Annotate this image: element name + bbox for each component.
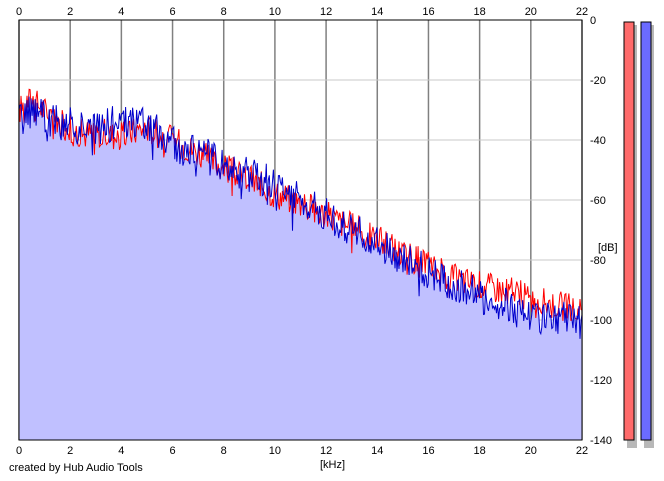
left-channel-meter <box>623 21 635 441</box>
x-tick-label-top: 0 <box>16 6 22 18</box>
y-tick-label: -40 <box>590 135 606 147</box>
credit-text: created by Hub Audio Tools <box>9 462 143 474</box>
right-channel-meter <box>640 21 652 441</box>
x-tick-label-bottom: 4 <box>118 445 124 457</box>
x-tick-label-top: 6 <box>169 6 175 18</box>
y-tick-label: 0 <box>590 15 596 27</box>
y-axis-label: [dB] <box>598 242 618 254</box>
y-tick-label: -20 <box>590 75 606 87</box>
x-tick-label-top: 8 <box>221 6 227 18</box>
spectrum-fill <box>19 96 582 440</box>
x-tick-label-bottom: 10 <box>269 445 281 457</box>
x-tick-labels-bottom: 0 2 4 6 8 10 12 14 16 18 20 22 <box>16 445 588 457</box>
x-tick-label-top: 4 <box>118 6 124 18</box>
x-tick-label-bottom: 14 <box>371 445 383 457</box>
y-tick-label: -100 <box>590 315 612 327</box>
x-tick-label-top: 2 <box>67 6 73 18</box>
series-lines <box>18 88 583 339</box>
x-tick-label-bottom: 2 <box>67 445 73 457</box>
x-tick-label-bottom: 18 <box>474 445 486 457</box>
x-tick-label-top: 16 <box>422 6 434 18</box>
y-tick-label: -140 <box>590 435 612 447</box>
plot-frame <box>18 19 583 441</box>
series-line-blue <box>18 96 583 339</box>
y-tick-label: -60 <box>590 195 606 207</box>
x-tick-label-bottom: 22 <box>576 445 588 457</box>
x-tick-label-bottom: 20 <box>525 445 537 457</box>
x-tick-label-bottom: 8 <box>221 445 227 457</box>
x-tick-label-top: 18 <box>474 6 486 18</box>
spectrum-area <box>19 96 582 440</box>
x-tick-label-bottom: 16 <box>422 445 434 457</box>
x-tick-label-top: 20 <box>525 6 537 18</box>
x-axis-label: [kHz] <box>320 459 345 471</box>
x-tick-labels-top: 0 2 4 6 8 10 12 14 16 18 20 22 <box>16 6 588 18</box>
x-tick-label-top: 14 <box>371 6 383 18</box>
level-meters <box>623 21 654 448</box>
x-tick-label-bottom: 6 <box>169 445 175 457</box>
y-tick-label: -80 <box>590 255 606 267</box>
x-tick-label-bottom: 0 <box>16 445 22 457</box>
x-tick-label-top: 10 <box>269 6 281 18</box>
y-tick-labels: 0 -20 -40 -60 -80 -100 -120 -140 <box>590 15 612 447</box>
y-tick-label: -120 <box>590 375 612 387</box>
x-tick-label-top: 22 <box>576 6 588 18</box>
x-tick-label-top: 12 <box>320 6 332 18</box>
x-tick-label-bottom: 12 <box>320 445 332 457</box>
